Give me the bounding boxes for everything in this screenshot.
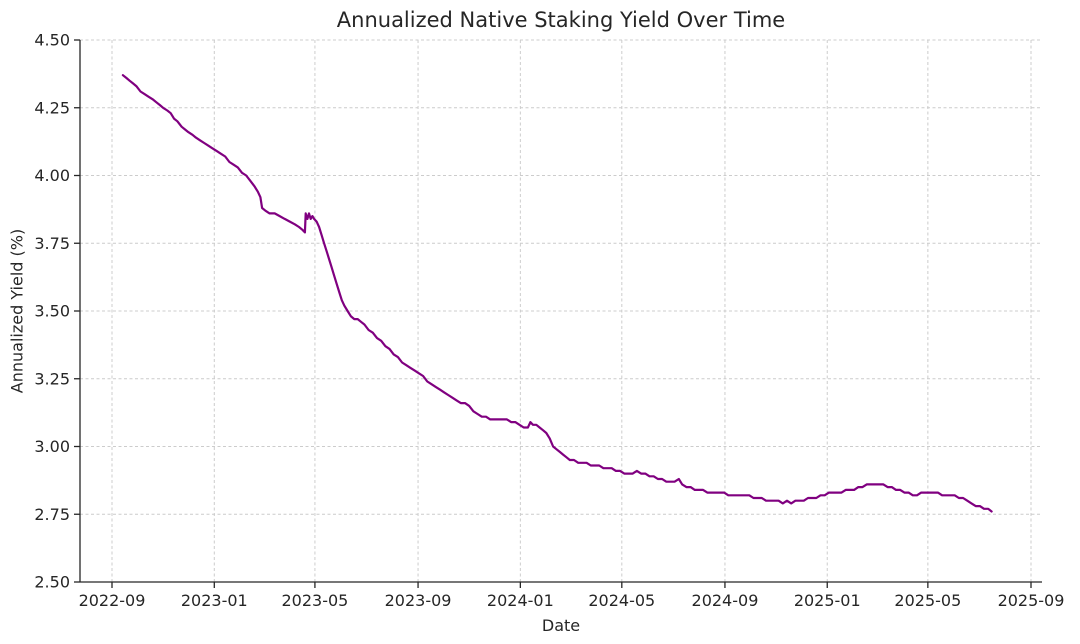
x-tick-label: 2025-05	[894, 591, 961, 610]
x-tick-label: 2025-01	[794, 591, 861, 610]
y-axis-label: Annualized Yield (%)	[7, 228, 27, 394]
x-tick-label: 2024-09	[692, 591, 759, 610]
y-tick-label: 2.75	[34, 505, 70, 524]
x-axis-label: Date	[541, 616, 581, 635]
y-tick-label: 3.00	[34, 437, 70, 456]
y-tick-label: 3.75	[34, 234, 70, 253]
x-tick-label: 2023-05	[281, 591, 348, 610]
gridlines	[80, 39, 1042, 583]
y-tick-label: 4.50	[34, 31, 70, 50]
x-tick-label: 2023-09	[385, 591, 452, 610]
y-tick-label: 4.25	[34, 98, 70, 117]
tick-labels: 2022-09 2023-01 2023-05 2023-09 2024-01 2024-…	[34, 31, 1064, 611]
y-tick-label: 2.50	[34, 573, 70, 592]
chart-title: Annualized Native Staking Yield Over Tim…	[336, 8, 786, 32]
x-tick-label: 2023-01	[181, 591, 248, 610]
yield-line	[121, 74, 993, 513]
x-tick-label: 2024-05	[588, 591, 655, 610]
y-tick-label: 4.00	[34, 166, 70, 185]
x-tick-label: 2022-09	[79, 591, 146, 610]
axes	[74, 39, 1042, 588]
x-tick-label: 2024-01	[487, 591, 554, 610]
yield-line-series	[121, 74, 993, 513]
y-tick-label: 3.25	[34, 369, 70, 388]
y-tick-label: 3.50	[34, 302, 70, 321]
x-tick-label: 2025-09	[998, 591, 1065, 610]
